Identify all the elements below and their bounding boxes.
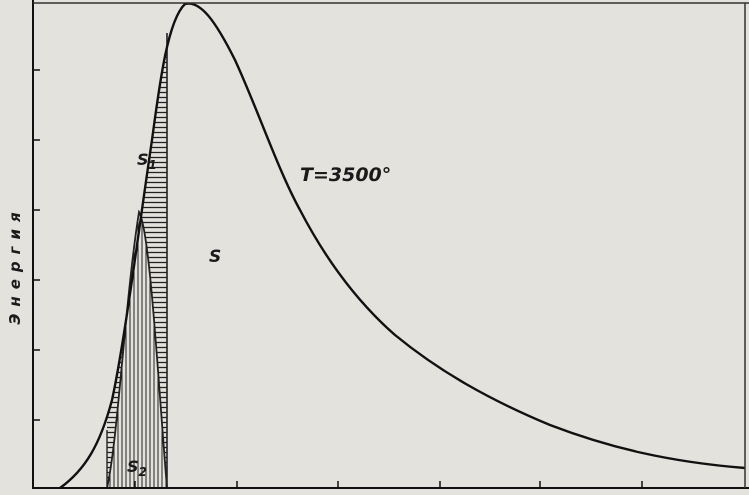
region-s2 xyxy=(106,209,168,489)
curve-label: T=3500° xyxy=(300,164,391,186)
region-label: S xyxy=(209,247,221,267)
region-label: S1 xyxy=(137,150,157,172)
axis-label: Энергия xyxy=(6,205,24,324)
region-letter: S xyxy=(137,150,149,169)
region-index: 2 xyxy=(139,465,147,479)
radiation-curve xyxy=(59,2,746,489)
x-ticks xyxy=(134,481,643,488)
region-letter: S xyxy=(127,457,139,476)
region-label: S2 xyxy=(127,457,147,479)
region-index: 1 xyxy=(149,158,157,172)
y-ticks xyxy=(33,69,40,421)
